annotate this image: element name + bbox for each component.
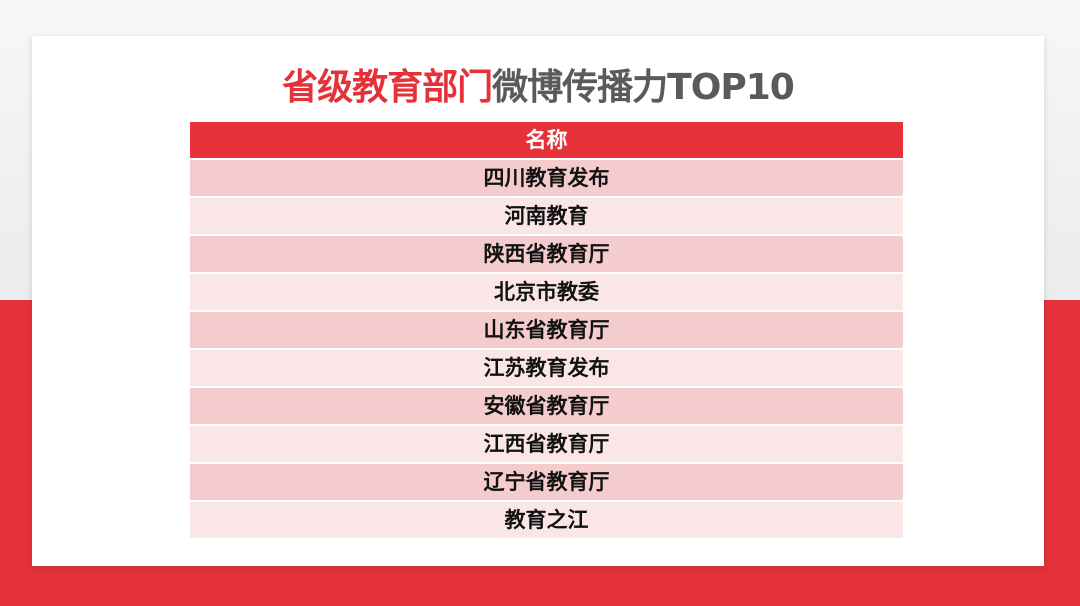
slide-card: 省级教育部门微博传播力TOP10 名称 四川教育发布 河南教育 陕西省教育厅 北京市教… — [32, 36, 1044, 566]
table-row: 辽宁省教育厅 — [190, 464, 903, 500]
table-row: 北京市教委 — [190, 274, 903, 310]
title-rest: 微博传播力TOP10 — [492, 67, 795, 108]
title-highlight: 省级教育部门 — [282, 67, 493, 108]
table-row: 江西省教育厅 — [190, 426, 903, 462]
table-row: 山东省教育厅 — [190, 312, 903, 348]
table-row: 四川教育发布 — [190, 160, 903, 196]
table-row: 河南教育 — [190, 198, 903, 234]
table-header: 名称 — [190, 122, 903, 158]
table-row: 江苏教育发布 — [190, 350, 903, 386]
page-title: 省级教育部门微博传播力TOP10 — [32, 58, 1044, 110]
table-row: 安徽省教育厅 — [190, 388, 903, 424]
table-row: 陕西省教育厅 — [190, 236, 903, 272]
table-body: 四川教育发布 河南教育 陕西省教育厅 北京市教委 山东省教育厅 江苏教育发布 安徽省教育厅江… — [190, 160, 903, 538]
table-row: 教育之江 — [190, 502, 903, 538]
ranking-table: 名称 四川教育发布 河南教育 陕西省教育厅 北京市教委 山东省教育厅 江苏教育发布 安徽省教… — [190, 122, 903, 540]
